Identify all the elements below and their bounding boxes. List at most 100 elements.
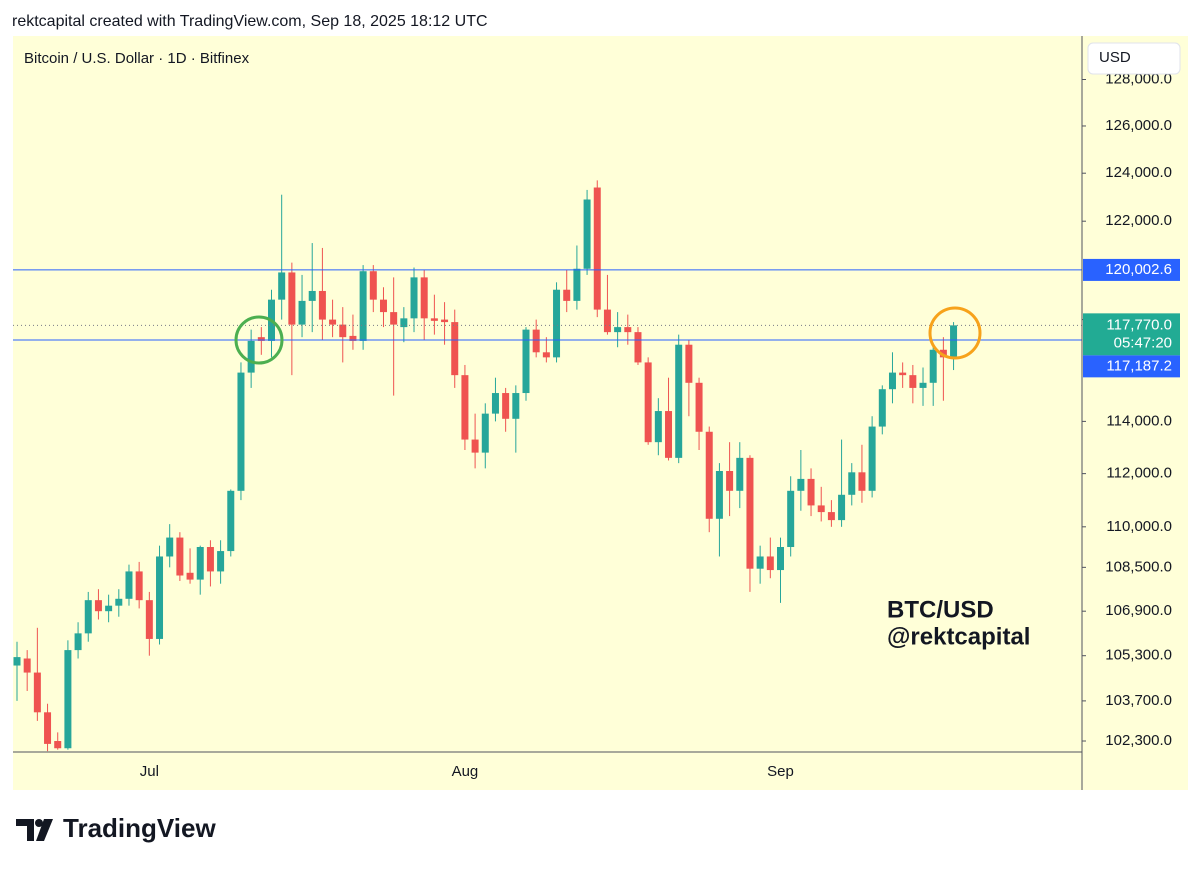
logo-shape bbox=[36, 819, 53, 841]
candle-body bbox=[94, 600, 102, 612]
candle-body bbox=[522, 329, 530, 394]
candle-body bbox=[217, 551, 225, 572]
candle-body bbox=[502, 393, 510, 419]
candle-body bbox=[13, 657, 21, 666]
candle-body bbox=[349, 335, 357, 341]
candle-body bbox=[420, 277, 428, 319]
y-tick-label: 122,000.0 bbox=[1105, 212, 1172, 229]
candle-body bbox=[675, 344, 683, 458]
candle-body bbox=[23, 658, 31, 673]
candle-body bbox=[227, 490, 235, 552]
candle-body bbox=[74, 633, 82, 651]
y-tick-label: 103,700.0 bbox=[1105, 692, 1172, 709]
y-tick-label: 124,000.0 bbox=[1105, 164, 1172, 181]
brand: TradingView bbox=[63, 813, 216, 843]
candle-body bbox=[237, 372, 245, 491]
candle-body bbox=[105, 605, 113, 612]
candle-body bbox=[715, 470, 723, 519]
candle-body bbox=[390, 312, 398, 325]
candle-body bbox=[685, 344, 693, 383]
countdown-label: 05:47:20 bbox=[1114, 334, 1172, 351]
brand-logo bbox=[16, 819, 53, 841]
candle-body bbox=[665, 411, 673, 458]
candle-body bbox=[868, 426, 876, 491]
candle-body bbox=[166, 537, 174, 557]
candle-body bbox=[695, 382, 703, 432]
candle-body bbox=[644, 362, 652, 443]
candle-body bbox=[705, 431, 713, 519]
price-line-label: 117,187.2 bbox=[1106, 357, 1172, 374]
logo-shape bbox=[16, 819, 34, 841]
candle-body bbox=[145, 600, 153, 639]
candle-body bbox=[573, 268, 581, 301]
candle-body bbox=[777, 547, 784, 571]
price-line-label-box bbox=[1083, 355, 1180, 378]
candle-body bbox=[441, 319, 449, 323]
candle-body bbox=[278, 272, 286, 300]
candle-body bbox=[929, 349, 937, 383]
plot-area bbox=[13, 180, 1082, 752]
candle-body bbox=[247, 340, 255, 373]
candle-body bbox=[817, 505, 825, 513]
currency[interactable]: USD bbox=[1099, 49, 1131, 66]
current-price-label: 117,770.0 bbox=[1106, 316, 1172, 333]
candle-body bbox=[878, 389, 886, 427]
candle-body bbox=[257, 337, 265, 341]
current-price-box bbox=[1083, 313, 1180, 356]
annotation: @rektcapital bbox=[887, 623, 1030, 650]
currency-box[interactable] bbox=[1087, 42, 1181, 75]
candle-body bbox=[919, 382, 927, 388]
candle-body bbox=[858, 472, 866, 491]
candle-body bbox=[491, 393, 499, 414]
highlight-circle bbox=[928, 306, 982, 360]
candle-body bbox=[84, 600, 92, 634]
candle-body bbox=[512, 393, 520, 419]
x-tick-label: Aug bbox=[452, 763, 479, 780]
y-tick-label: 106,900.0 bbox=[1105, 602, 1172, 619]
candle-body bbox=[899, 372, 907, 376]
candle-body bbox=[746, 457, 754, 569]
candle-body bbox=[44, 712, 52, 744]
x-tick-label: Jul bbox=[140, 763, 159, 780]
candle-body bbox=[950, 325, 958, 358]
candle-body bbox=[206, 547, 214, 572]
candle-body bbox=[115, 598, 123, 606]
candle-body bbox=[410, 277, 418, 319]
candle-body bbox=[308, 290, 316, 301]
candle-body bbox=[807, 478, 815, 506]
candle-body bbox=[451, 322, 459, 376]
y-tick-label: 128,000.0 bbox=[1105, 70, 1172, 87]
candle-body bbox=[603, 309, 611, 333]
candle-body bbox=[339, 324, 347, 338]
candle-body bbox=[64, 650, 72, 749]
candle-body bbox=[196, 547, 204, 580]
candle-body bbox=[542, 352, 550, 358]
candle-body bbox=[888, 372, 896, 390]
candle-body bbox=[54, 741, 62, 749]
chart-title: Bitcoin / U.S. Dollar · 1D · Bitfinex bbox=[24, 50, 250, 67]
candle-body bbox=[787, 490, 795, 548]
candle-body bbox=[634, 332, 642, 363]
annotation: BTC/USD bbox=[887, 596, 994, 623]
x-tick-label: Sep bbox=[767, 763, 794, 780]
y-tick-label: 105,300.0 bbox=[1105, 647, 1172, 664]
highlight-circle bbox=[234, 315, 284, 365]
candle-body bbox=[288, 272, 296, 325]
candle-body bbox=[329, 319, 337, 325]
candle-body bbox=[430, 318, 438, 321]
candle-body bbox=[481, 413, 489, 453]
candle-body bbox=[766, 556, 774, 571]
candle-body bbox=[135, 571, 143, 601]
candle-body bbox=[125, 571, 133, 599]
price-line-label: 120,002.6 bbox=[1105, 261, 1172, 278]
candle-body bbox=[654, 411, 662, 443]
candle-body bbox=[33, 672, 41, 713]
candle-body bbox=[318, 290, 326, 320]
candle-body bbox=[583, 199, 591, 269]
candle-body bbox=[797, 478, 805, 491]
candle-body bbox=[756, 556, 764, 569]
candle-body bbox=[563, 289, 571, 301]
y-tick-label: 110,000.0 bbox=[1106, 518, 1172, 535]
y-tick-label: 126,000.0 bbox=[1105, 117, 1172, 134]
